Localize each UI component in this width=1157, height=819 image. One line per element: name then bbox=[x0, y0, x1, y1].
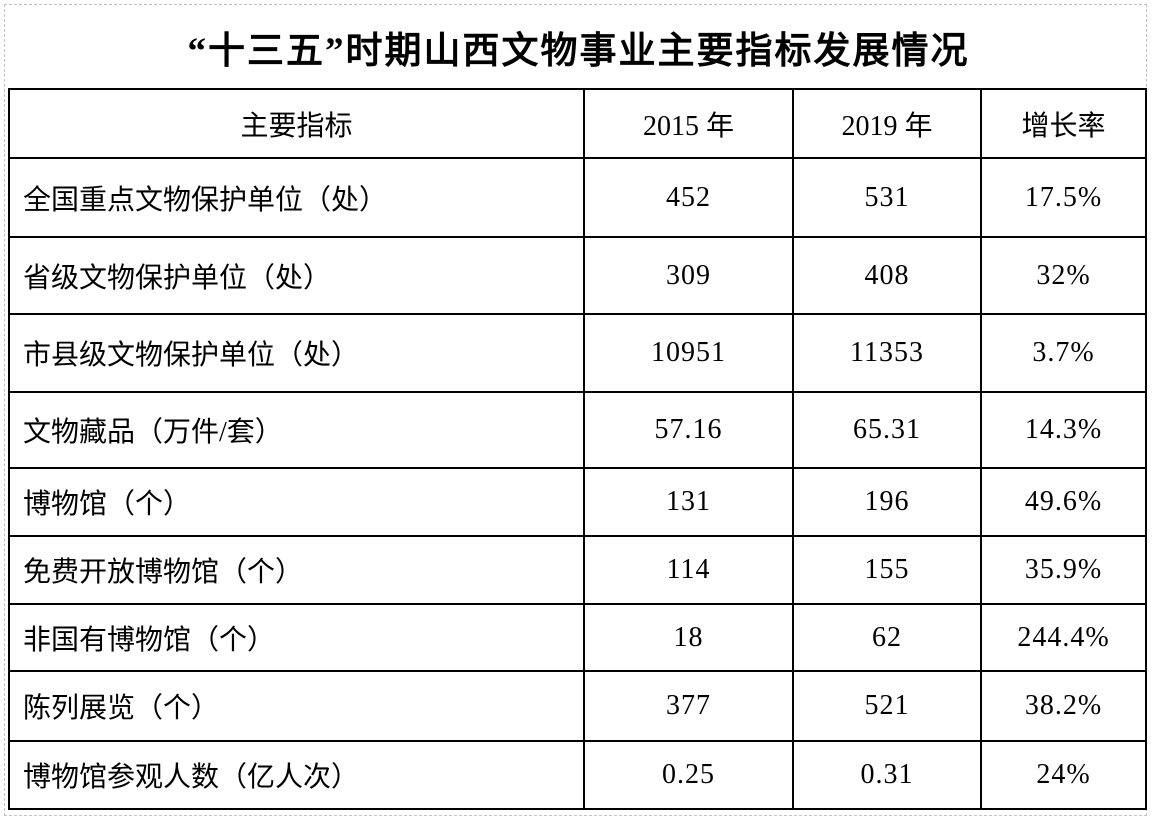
value-2019-cell: 65.31 bbox=[792, 391, 982, 469]
header-2019: 2019 年 bbox=[792, 88, 982, 159]
table-header-row: 主要指标 2015 年 2019 年 增长率 bbox=[8, 88, 1147, 159]
indicator-cell: 文物藏品（万件/套） bbox=[8, 391, 585, 469]
table-row: 市县级文物保护单位（处） 10951 11353 3.7% bbox=[8, 313, 1147, 393]
growth-cell: 38.2% bbox=[980, 670, 1147, 742]
growth-cell: 14.3% bbox=[980, 391, 1147, 469]
indicator-cell: 非国有博物馆（个） bbox=[8, 603, 585, 672]
indicator-cell: 免费开放博物馆（个） bbox=[8, 535, 585, 605]
indicator-cell: 博物馆参观人数（亿人次） bbox=[8, 740, 585, 810]
growth-cell: 244.4% bbox=[980, 603, 1147, 672]
indicator-cell: 全国重点文物保护单位（处） bbox=[8, 157, 585, 238]
header-indicator: 主要指标 bbox=[8, 88, 585, 159]
value-2019-cell: 155 bbox=[792, 535, 982, 605]
value-2015-cell: 309 bbox=[583, 236, 794, 315]
growth-cell: 3.7% bbox=[980, 313, 1147, 393]
value-2015-cell: 10951 bbox=[583, 313, 794, 393]
growth-cell: 32% bbox=[980, 236, 1147, 315]
indicators-table: 主要指标 2015 年 2019 年 增长率 全国重点文物保护单位（处） 452… bbox=[8, 88, 1147, 810]
growth-cell: 35.9% bbox=[980, 535, 1147, 605]
value-2015-cell: 18 bbox=[583, 603, 794, 672]
table-row: 免费开放博物馆（个） 114 155 35.9% bbox=[8, 535, 1147, 605]
value-2019-cell: 521 bbox=[792, 670, 982, 742]
indicator-cell: 陈列展览（个） bbox=[8, 670, 585, 742]
indicator-cell: 省级文物保护单位（处） bbox=[8, 236, 585, 315]
value-2019-cell: 531 bbox=[792, 157, 982, 238]
growth-cell: 17.5% bbox=[980, 157, 1147, 238]
table-row: 陈列展览（个） 377 521 38.2% bbox=[8, 670, 1147, 742]
value-2019-cell: 0.31 bbox=[792, 740, 982, 810]
value-2015-cell: 0.25 bbox=[583, 740, 794, 810]
table-row: 省级文物保护单位（处） 309 408 32% bbox=[8, 236, 1147, 315]
growth-cell: 24% bbox=[980, 740, 1147, 810]
value-2015-cell: 57.16 bbox=[583, 391, 794, 469]
page-title: “十三五”时期山西文物事业主要指标发展情况 bbox=[187, 31, 970, 72]
value-2015-cell: 114 bbox=[583, 535, 794, 605]
header-growth: 增长率 bbox=[980, 88, 1147, 159]
table-row: 文物藏品（万件/套） 57.16 65.31 14.3% bbox=[8, 391, 1147, 469]
indicator-cell: 博物馆（个） bbox=[8, 467, 585, 537]
table-row: 博物馆参观人数（亿人次） 0.25 0.31 24% bbox=[8, 740, 1147, 810]
value-2019-cell: 11353 bbox=[792, 313, 982, 393]
header-2015: 2015 年 bbox=[583, 88, 794, 159]
table-row: 非国有博物馆（个） 18 62 244.4% bbox=[8, 603, 1147, 672]
value-2015-cell: 452 bbox=[583, 157, 794, 238]
table-row: 博物馆（个） 131 196 49.6% bbox=[8, 467, 1147, 537]
value-2019-cell: 196 bbox=[792, 467, 982, 537]
value-2015-cell: 377 bbox=[583, 670, 794, 742]
indicator-cell: 市县级文物保护单位（处） bbox=[8, 313, 585, 393]
table-row: 全国重点文物保护单位（处） 452 531 17.5% bbox=[8, 157, 1147, 238]
growth-cell: 49.6% bbox=[980, 467, 1147, 537]
value-2015-cell: 131 bbox=[583, 467, 794, 537]
value-2019-cell: 408 bbox=[792, 236, 982, 315]
value-2019-cell: 62 bbox=[792, 603, 982, 672]
